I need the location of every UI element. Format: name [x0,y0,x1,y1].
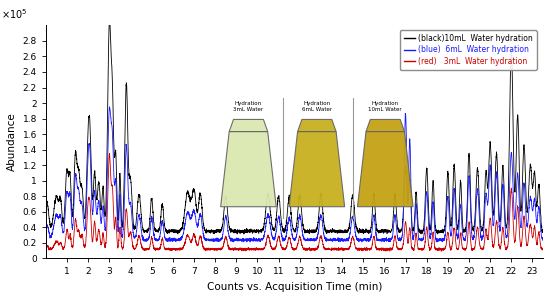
X-axis label: Counts vs. Acquisition Time (min): Counts vs. Acquisition Time (min) [207,282,382,292]
Y-axis label: Abundance: Abundance [7,112,17,171]
Text: $\times10^5$: $\times10^5$ [1,7,28,21]
Legend: (black)10mL  Water hydration, (blue)  6mL  Water hydration, (red)   3mL  Water h: (black)10mL Water hydration, (blue) 6mL … [400,30,537,70]
